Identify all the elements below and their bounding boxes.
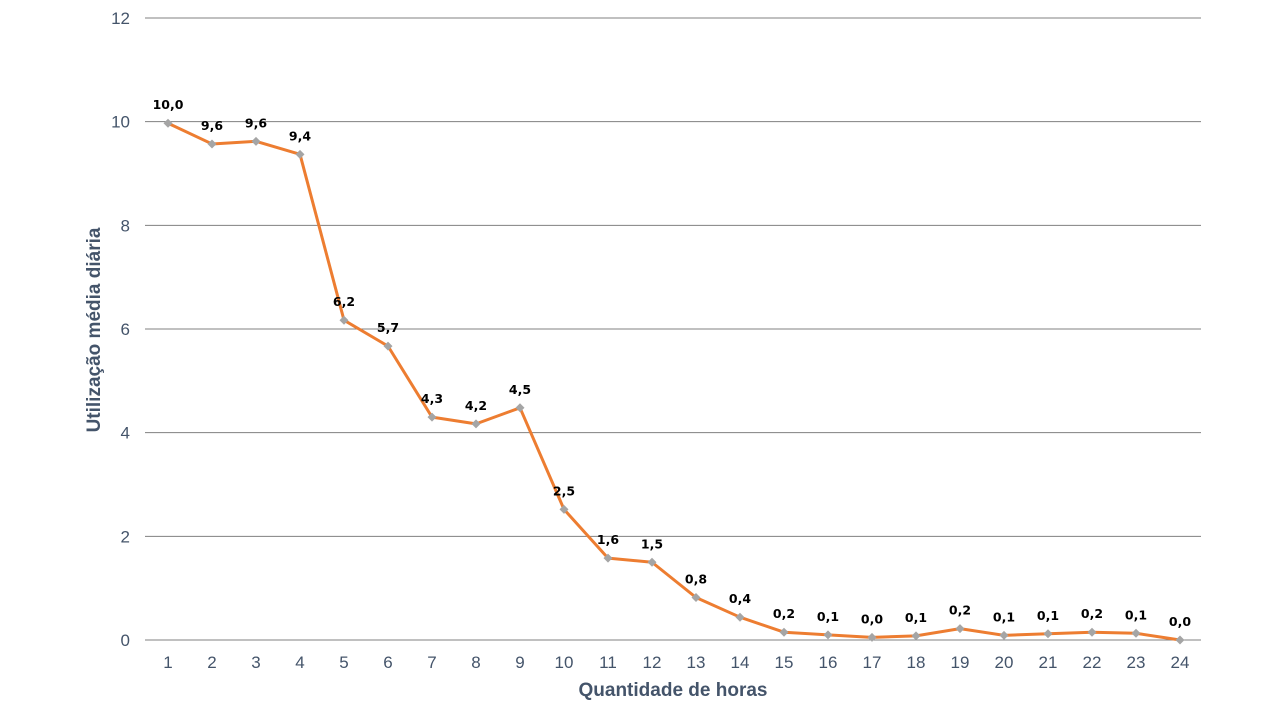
data-point-marker [559, 504, 569, 514]
x-tick-label: 24 [1171, 653, 1190, 672]
data-point-marker [471, 419, 481, 429]
data-point-marker [339, 315, 349, 325]
data-label: 0,2 [1081, 606, 1103, 621]
x-axis-title: Quantidade de horas [579, 680, 768, 701]
data-point-marker [691, 592, 701, 602]
x-tick-label: 19 [951, 653, 970, 672]
y-tick-label: 10 [111, 113, 130, 132]
data-point-marker [1131, 628, 1141, 638]
x-tick-label: 13 [687, 653, 706, 672]
x-tick-label: 3 [251, 653, 260, 672]
data-label: 0,1 [817, 609, 839, 624]
data-point-marker [867, 632, 877, 642]
x-tick-label: 23 [1127, 653, 1146, 672]
data-label: 9,6 [201, 118, 223, 133]
data-point-marker [295, 149, 305, 159]
x-tick-label: 17 [863, 653, 882, 672]
data-label: 5,7 [377, 320, 399, 335]
data-point-marker [427, 412, 437, 422]
data-point-marker [735, 612, 745, 622]
y-tick-label: 4 [121, 424, 130, 443]
y-axis-title: Utilização média diária [84, 227, 105, 432]
x-tick-label: 21 [1039, 653, 1058, 672]
data-label: 1,5 [641, 536, 663, 551]
data-point-marker [163, 118, 173, 128]
x-tick-label: 2 [207, 653, 216, 672]
data-point-marker [1043, 629, 1053, 639]
data-label: 0,1 [1125, 607, 1147, 622]
data-point-marker [647, 557, 657, 567]
data-label: 4,3 [421, 391, 443, 406]
data-label: 9,4 [289, 128, 311, 143]
y-tick-label: 8 [121, 216, 130, 235]
x-tick-label: 18 [907, 653, 926, 672]
data-label: 0,2 [773, 606, 795, 621]
data-point-marker [515, 403, 525, 413]
data-point-marker [823, 630, 833, 640]
y-tick-label: 6 [121, 320, 130, 339]
data-point-marker [999, 630, 1009, 640]
data-label: 0,2 [949, 603, 971, 618]
data-label: 0,1 [1037, 608, 1059, 623]
data-label: 6,2 [333, 294, 355, 309]
data-label: 4,5 [509, 382, 531, 397]
data-label: 0,8 [685, 571, 707, 586]
data-label: 0,1 [993, 609, 1015, 624]
x-tick-label: 10 [555, 653, 574, 672]
y-axis-ticks: 0 2 4 6 8 10 12 [111, 9, 130, 650]
x-tick-label: 20 [995, 653, 1014, 672]
series-line [167, 121, 1181, 642]
data-label: 0,0 [861, 611, 883, 626]
data-point-marker [955, 624, 965, 634]
data-point-marker [207, 139, 217, 149]
x-tick-label: 7 [427, 653, 436, 672]
data-point-marker [1087, 627, 1097, 637]
data-label: 4,2 [465, 398, 487, 413]
data-point-marker [251, 136, 261, 146]
marker-group [163, 118, 1185, 645]
x-tick-label: 8 [471, 653, 480, 672]
data-label: 2,5 [553, 483, 575, 498]
x-axis-ticks: 1 2 3 4 5 6 7 8 9 10 11 12 13 14 15 16 17 18 19 20 21 22 23 24 [163, 653, 1189, 672]
x-tick-label: 16 [819, 653, 838, 672]
x-tick-label: 15 [775, 653, 794, 672]
data-label: 0,0 [1169, 614, 1191, 629]
data-point-marker [911, 631, 921, 641]
x-tick-label: 11 [599, 653, 617, 672]
data-label: 0,4 [729, 591, 751, 606]
data-point-marker [603, 553, 613, 563]
y-tick-label: 0 [121, 631, 130, 650]
x-tick-label: 4 [295, 653, 304, 672]
x-tick-label: 6 [383, 653, 392, 672]
series-line-group [167, 121, 1181, 642]
data-point-marker [779, 627, 789, 637]
x-tick-label: 14 [731, 653, 750, 672]
data-point-marker [1175, 635, 1185, 645]
data-label: 9,6 [245, 115, 267, 130]
data-label: 10,0 [153, 97, 184, 112]
x-tick-label: 22 [1083, 653, 1102, 672]
y-tick-label: 12 [111, 9, 130, 28]
x-tick-label: 12 [643, 653, 662, 672]
x-tick-label: 1 [163, 653, 172, 672]
x-tick-label: 5 [339, 653, 348, 672]
y-tick-label: 2 [121, 527, 130, 546]
data-label-group: 10,0 9,6 9,6 9,4 6,2 5,7 4,3 4,2 4,5 2,5 1,6 1,5 0,8… [153, 97, 1192, 629]
grid-lines [145, 17, 1201, 641]
data-label: 1,6 [597, 532, 619, 547]
data-label: 0,1 [905, 610, 927, 625]
x-tick-label: 9 [515, 653, 524, 672]
data-point-marker [383, 341, 393, 351]
